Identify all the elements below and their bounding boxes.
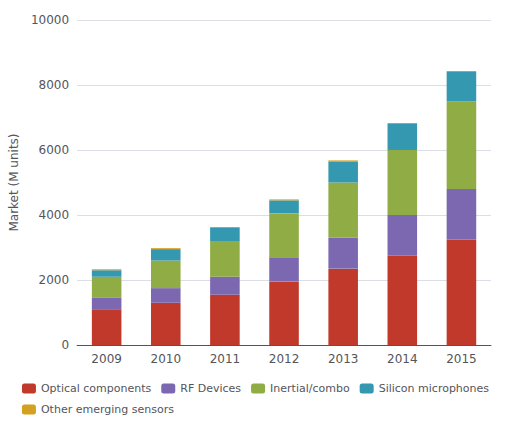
svg-text:2013: 2013 — [328, 352, 359, 366]
svg-text:2011: 2011 — [210, 352, 241, 366]
svg-text:2009: 2009 — [91, 352, 122, 366]
svg-text:2010: 2010 — [150, 352, 181, 366]
svg-text:10000: 10000 — [31, 13, 69, 27]
svg-text:8000: 8000 — [39, 78, 70, 92]
svg-text:2014: 2014 — [387, 352, 418, 366]
svg-text:4000: 4000 — [39, 208, 70, 222]
svg-text:Market (M units): Market (M units) — [7, 133, 21, 231]
svg-text:Optical components: Optical components — [41, 382, 152, 395]
svg-text:2015: 2015 — [446, 352, 477, 366]
svg-text:0: 0 — [61, 338, 69, 352]
svg-text:6000: 6000 — [39, 143, 70, 157]
svg-text:RF Devices: RF Devices — [180, 382, 241, 395]
svg-text:Silicon microphones: Silicon microphones — [379, 382, 490, 395]
svg-text:2000: 2000 — [39, 273, 70, 287]
svg-text:Inertial/combo: Inertial/combo — [270, 382, 350, 395]
svg-text:Other emerging sensors: Other emerging sensors — [41, 403, 174, 416]
svg-text:2012: 2012 — [269, 352, 300, 366]
